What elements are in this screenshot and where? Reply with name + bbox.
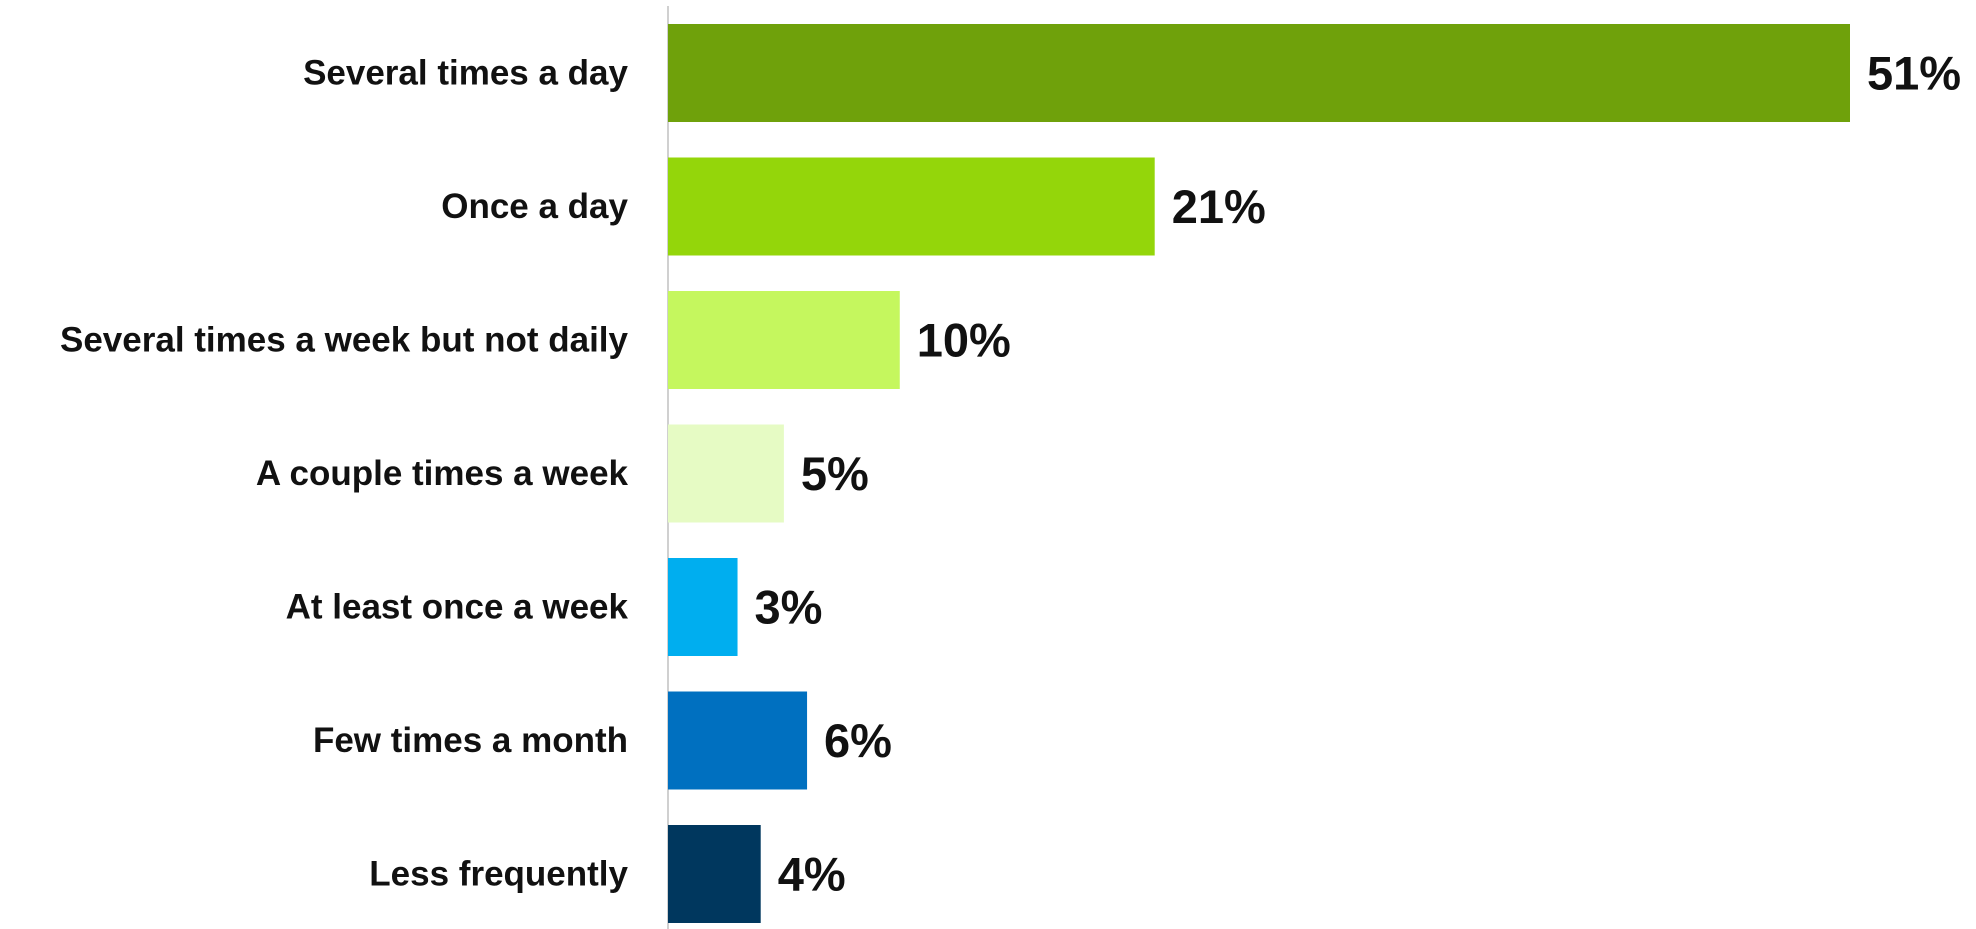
value-label: 3% bbox=[755, 581, 823, 634]
bar bbox=[668, 825, 761, 923]
category-labels-group: Several times a day Once a day Several tim… bbox=[60, 54, 629, 894]
bar bbox=[668, 691, 808, 790]
bar bbox=[668, 291, 900, 389]
value-label: 21% bbox=[1172, 180, 1266, 233]
bar bbox=[668, 424, 784, 523]
value-label: 6% bbox=[824, 714, 892, 767]
value-label: 10% bbox=[917, 314, 1011, 367]
bar bbox=[668, 558, 738, 656]
value-label: 51% bbox=[1867, 47, 1961, 100]
value-labels-group: 51% 21% 10% 5% 3% 6% 4% bbox=[755, 47, 1962, 901]
category-label: A couple times a week bbox=[256, 454, 629, 493]
category-label: Less frequently bbox=[369, 855, 628, 894]
bar bbox=[668, 24, 1850, 122]
value-label: 5% bbox=[801, 447, 869, 500]
category-label: Several times a day bbox=[303, 54, 628, 93]
category-label: At least once a week bbox=[286, 588, 629, 627]
value-label: 4% bbox=[778, 848, 846, 901]
category-label: Few times a month bbox=[313, 721, 628, 760]
category-label: Once a day bbox=[441, 187, 628, 226]
category-label: Several times a week but not daily bbox=[60, 321, 629, 360]
bars-group bbox=[668, 24, 1850, 923]
bar bbox=[668, 157, 1155, 256]
